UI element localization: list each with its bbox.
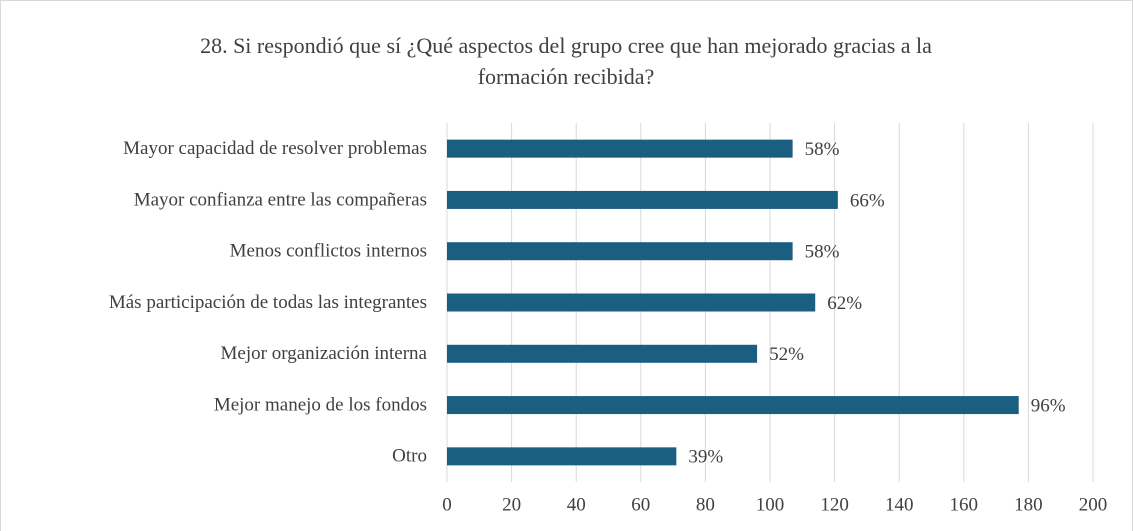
y-tick-label: Otro xyxy=(392,446,427,467)
bar xyxy=(447,190,838,209)
data-label: 58% xyxy=(805,139,840,160)
x-tick-label: 140 xyxy=(885,494,914,515)
data-label: 96% xyxy=(1031,395,1066,416)
x-tick-label: 0 xyxy=(442,494,452,515)
bar xyxy=(447,447,677,466)
bar xyxy=(447,396,1019,415)
x-tick-label: 120 xyxy=(820,494,849,515)
y-tick-label: Menos conflictos internos xyxy=(230,241,427,262)
bar xyxy=(447,293,816,312)
bar xyxy=(447,344,758,363)
x-tick-label: 100 xyxy=(756,494,785,515)
chart-title: 28. Si respondió que sí ¿Qué aspectos de… xyxy=(200,33,932,89)
data-label: 62% xyxy=(827,293,862,314)
y-tick-label: Mejor manejo de los fondos xyxy=(214,394,427,415)
data-label: 58% xyxy=(805,242,840,263)
x-tick-label: 200 xyxy=(1079,494,1108,515)
y-tick-label: Mayor capacidad de resolver problemas xyxy=(123,138,427,159)
y-tick-label: Más participación de todas las integrant… xyxy=(109,292,427,313)
x-tick-label: 160 xyxy=(950,494,979,515)
bar xyxy=(447,139,793,158)
x-tick-label: 80 xyxy=(696,494,715,515)
x-tick-label: 40 xyxy=(567,494,586,515)
x-tick-label: 20 xyxy=(502,494,521,515)
x-tick-label: 60 xyxy=(631,494,650,515)
x-tick-label: 180 xyxy=(1014,494,1043,515)
bar xyxy=(447,242,793,261)
data-label: 52% xyxy=(769,344,804,365)
data-label: 66% xyxy=(850,190,885,211)
y-tick-label: Mejor organización interna xyxy=(221,343,428,364)
data-label: 39% xyxy=(688,447,723,468)
y-tick-label: Mayor confianza entre las compañeras xyxy=(134,189,427,210)
